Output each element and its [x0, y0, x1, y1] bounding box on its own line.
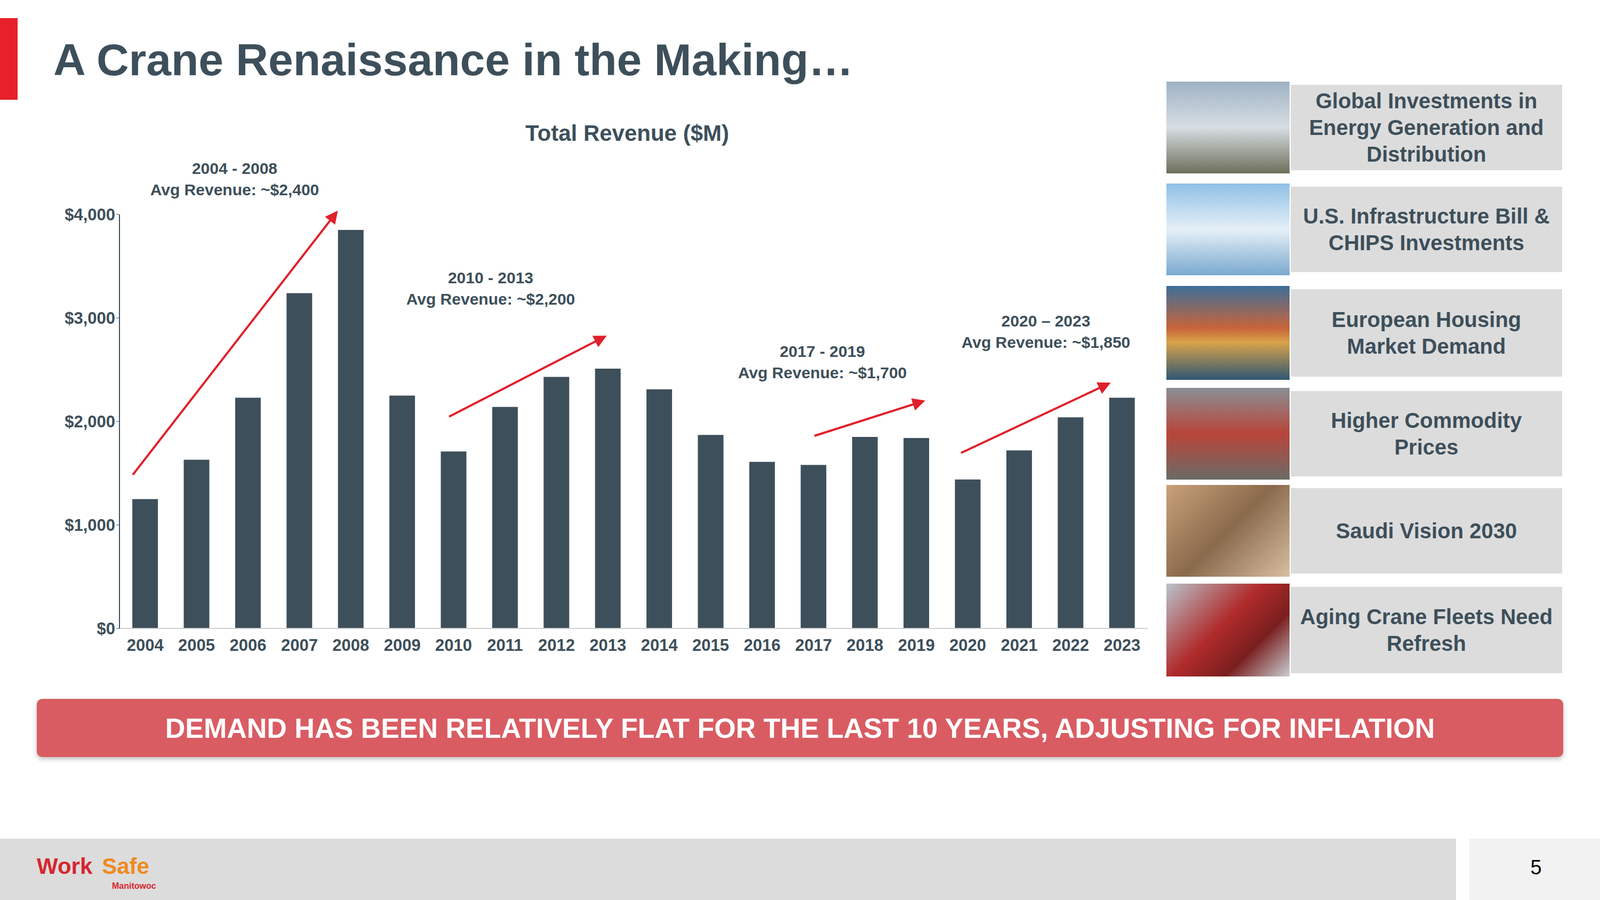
svg-text:2004: 2004 [126, 635, 165, 655]
html-text:DEMAND HAS BEEN RELATIVELY FLA: DEMAND HAS BEEN RELATIVELY FLAT FOR THE … [165, 712, 1435, 744]
svg-text:2023: 2023 [1103, 635, 1141, 655]
html-text:Saudi Vision 2030: Saudi Vision 2030 [1335, 518, 1517, 543]
html-text:Work: Work [36, 853, 93, 879]
svg-text:2016: 2016 [744, 635, 781, 655]
html-text:5: 5 [1530, 856, 1542, 879]
html-text:Safe: Safe [102, 853, 150, 879]
html-text:Global Investments in Energy G: Global Investments in Energy Generation … [1309, 89, 1544, 166]
svg-text:2006: 2006 [229, 635, 267, 655]
svg-text:$4,000: $4,000 [64, 205, 116, 224]
html-text:U.S. Infrastructure Bill & CHI: U.S. Infrastructure Bill & CHIPS Investm… [1303, 204, 1550, 255]
html-text:2010 - 2013: 2010 - 2013 [447, 268, 534, 287]
svg-text:2008: 2008 [332, 635, 370, 655]
svg-text:2018: 2018 [846, 635, 884, 655]
svg-text:2013: 2013 [589, 635, 627, 655]
html-text:2020 – 2023: 2020 – 2023 [1001, 312, 1091, 330]
svg-text:2011: 2011 [486, 635, 523, 655]
svg-text:$1,000: $1,000 [64, 515, 116, 535]
html-text:Total Revenue ($M): Total Revenue ($M) [525, 120, 730, 146]
svg-text:2010: 2010 [435, 635, 472, 655]
html-text:Avg Revenue: ~$2,400: Avg Revenue: ~$2,400 [150, 180, 320, 199]
html-text:Avg Revenue: ~$1,850: Avg Revenue: ~$1,850 [961, 333, 1131, 351]
svg-text:2019: 2019 [898, 635, 935, 655]
svg-text:2017: 2017 [795, 635, 832, 655]
svg-text:2021: 2021 [1001, 635, 1038, 655]
html-text:Higher Commodity Prices: Higher Commodity Prices [1330, 408, 1522, 459]
svg-text:2005: 2005 [178, 635, 215, 655]
html-text:Avg Revenue: ~$2,200: Avg Revenue: ~$2,200 [406, 290, 576, 308]
svg-text:$0: $0 [97, 619, 116, 638]
svg-text:$2,000: $2,000 [64, 412, 116, 431]
html-text:A Crane Renaissance in the Mak: A Crane Renaissance in the Making… [53, 34, 854, 85]
svg-text:2015: 2015 [692, 635, 730, 655]
svg-text:2020: 2020 [949, 635, 987, 655]
html-text:European Housing Market Demand: European Housing Market Demand [1331, 307, 1522, 358]
svg-text:2007: 2007 [281, 635, 318, 655]
html-text:Manitowoc: Manitowoc [112, 881, 157, 891]
html-text:Avg Revenue: ~$1,700: Avg Revenue: ~$1,700 [737, 363, 907, 382]
svg-text:2014: 2014 [641, 635, 679, 655]
svg-text:$3,000: $3,000 [64, 308, 116, 328]
html-text:2017 - 2019: 2017 - 2019 [779, 342, 866, 360]
html-text:2004 - 2008: 2004 - 2008 [191, 159, 278, 178]
html-text:Aging Crane Fleets Need Refres: Aging Crane Fleets Need Refresh [1300, 604, 1553, 655]
svg-text:2012: 2012 [538, 635, 575, 655]
svg-text:2022: 2022 [1052, 635, 1090, 655]
svg-text:2009: 2009 [384, 635, 421, 655]
